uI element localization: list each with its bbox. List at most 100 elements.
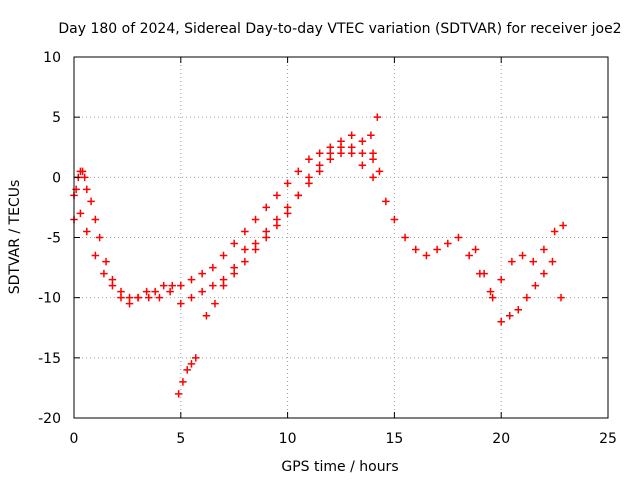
data-point [488,293,497,302]
data-point [531,281,540,290]
data-point [367,131,375,139]
data-point [187,275,196,284]
data-point [390,215,399,224]
data-point [251,239,260,248]
data-point [465,251,473,260]
data-point [347,149,356,158]
data-point [518,251,527,260]
data-point [230,263,238,272]
data-point [540,269,548,278]
data-point [337,137,345,145]
data-point [198,287,206,296]
data-point [262,203,270,212]
x-tick-label: 20 [492,431,510,447]
data-point [305,173,313,182]
data-point [91,251,100,260]
data-point [326,155,335,164]
y-tick-label: -15 [38,351,61,367]
data-point [273,215,281,224]
data-point [514,305,523,314]
data-point [211,299,219,308]
y-tick-label: 10 [43,50,61,66]
data-point [508,257,516,266]
data-point [557,293,565,302]
data-point [87,197,95,206]
data-point [480,269,488,278]
series-track-a [70,143,567,302]
data-point [108,281,117,290]
data-point [347,131,356,139]
series-track-c [202,131,377,320]
x-axis-label: GPS time / hours [281,459,398,475]
data-point [283,179,292,188]
data-point [134,293,142,302]
data-point [219,251,228,260]
y-tick-label: 0 [52,170,61,186]
data-point [358,161,367,170]
data-point [369,149,377,158]
data-point [283,203,292,212]
data-point [540,245,548,254]
data-point [187,293,196,302]
data-point [523,293,531,302]
data-point [454,233,463,242]
data-point [305,179,313,188]
data-point [369,173,377,182]
data-point [125,293,134,302]
data-point [262,233,270,242]
data-point [91,215,100,224]
y-tick-label: -20 [38,411,61,427]
data-point [142,287,151,296]
data-point [401,233,409,242]
data-point [108,275,117,284]
data-points [70,113,567,398]
data-point [422,251,431,260]
data-point [219,281,228,290]
data-point [179,378,187,386]
data-point [251,215,260,224]
data-point [209,281,217,290]
data-point [305,155,313,164]
data-point [168,281,177,290]
data-point [76,209,85,218]
y-tick-label: 5 [52,110,61,126]
data-point [273,191,281,200]
x-tick-label: 15 [385,431,403,447]
data-point [382,197,390,206]
data-point [78,167,87,176]
data-point [117,287,125,296]
data-point [444,239,452,248]
data-point [80,173,89,182]
data-point [241,245,249,254]
data-point [497,275,505,284]
data-point [326,149,335,158]
data-point [151,287,159,296]
data-point [358,149,367,158]
data-point [230,239,238,248]
data-point [373,113,382,121]
y-tick-label: -10 [38,291,61,307]
data-point [83,185,91,194]
data-point [174,390,183,398]
data-point [550,227,559,236]
data-point [202,311,211,320]
data-point [177,281,185,290]
x-tick-label: 10 [279,431,297,447]
grid-lines [74,57,608,418]
data-point [95,233,104,242]
data-point [358,137,367,145]
chart-title: Day 180 of 2024, Sidereal Day-to-day VTE… [58,21,621,37]
data-point [209,263,217,272]
data-point [192,354,200,362]
series-track-d [471,245,565,326]
data-point [337,143,345,151]
data-point [433,245,441,254]
data-point [273,221,281,230]
data-point [559,221,567,230]
data-point [294,167,303,176]
data-point [100,269,108,278]
data-point [159,281,168,290]
data-point [315,149,324,158]
data-point [294,191,303,200]
